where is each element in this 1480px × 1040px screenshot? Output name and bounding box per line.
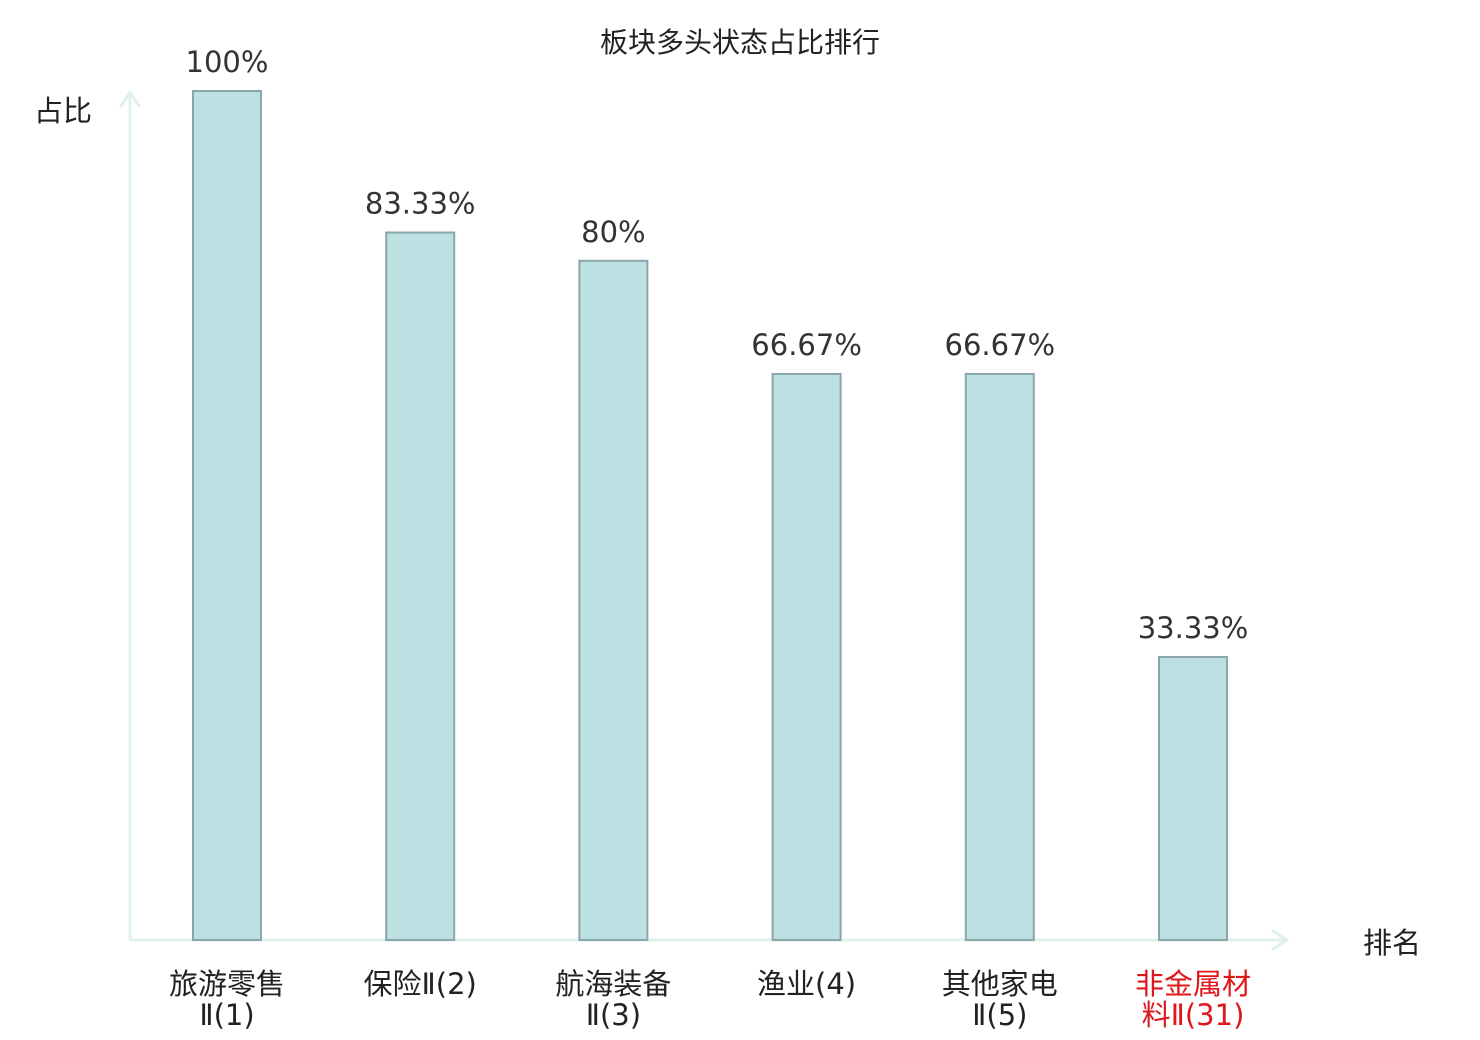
chart-title: 板块多头状态占比排行 — [600, 26, 880, 59]
bar-value-label: 80% — [581, 215, 645, 249]
bar — [964, 372, 1035, 942]
bar — [578, 259, 649, 941]
bar — [1158, 656, 1228, 942]
bar-value-label: 66.67% — [751, 328, 862, 362]
bar-value-label: 66.67% — [945, 328, 1056, 362]
bars — [192, 90, 1228, 942]
category-label: 旅游零售 Ⅱ(1) — [169, 967, 285, 1032]
category-label: 非金属材料Ⅱ(31) — [1135, 967, 1251, 1032]
category-labels: 旅游零售 Ⅱ(1) 保险Ⅱ(2) 航海装备 Ⅱ(3) 渔业(4) 其他家电 Ⅱ(5) 非金属材料… — [169, 967, 1251, 1032]
category-label: 保险Ⅱ(2) — [364, 967, 477, 1001]
category-label: 航海装备 Ⅱ(3) — [555, 967, 671, 1032]
y-axis-title: 占比 — [34, 94, 92, 128]
bar — [771, 372, 842, 942]
y-axis-arrow — [119, 90, 141, 108]
bar-value-label: 100% — [186, 45, 269, 79]
bar-value-label: 83.33% — [365, 187, 476, 221]
bar — [385, 231, 456, 941]
value-labels: 100% 83.33% 80% 66.67% 66.67% 33.33% — [186, 45, 1249, 645]
bar — [192, 90, 262, 941]
category-label: 其他家电 Ⅱ(5) — [942, 967, 1058, 1032]
x-axis-arrow — [1271, 929, 1289, 951]
bar-value-label: 33.33% — [1138, 611, 1249, 645]
x-axis-title: 排名 — [1363, 926, 1421, 960]
axes — [119, 90, 1289, 951]
category-label: 渔业(4) — [757, 967, 856, 1001]
